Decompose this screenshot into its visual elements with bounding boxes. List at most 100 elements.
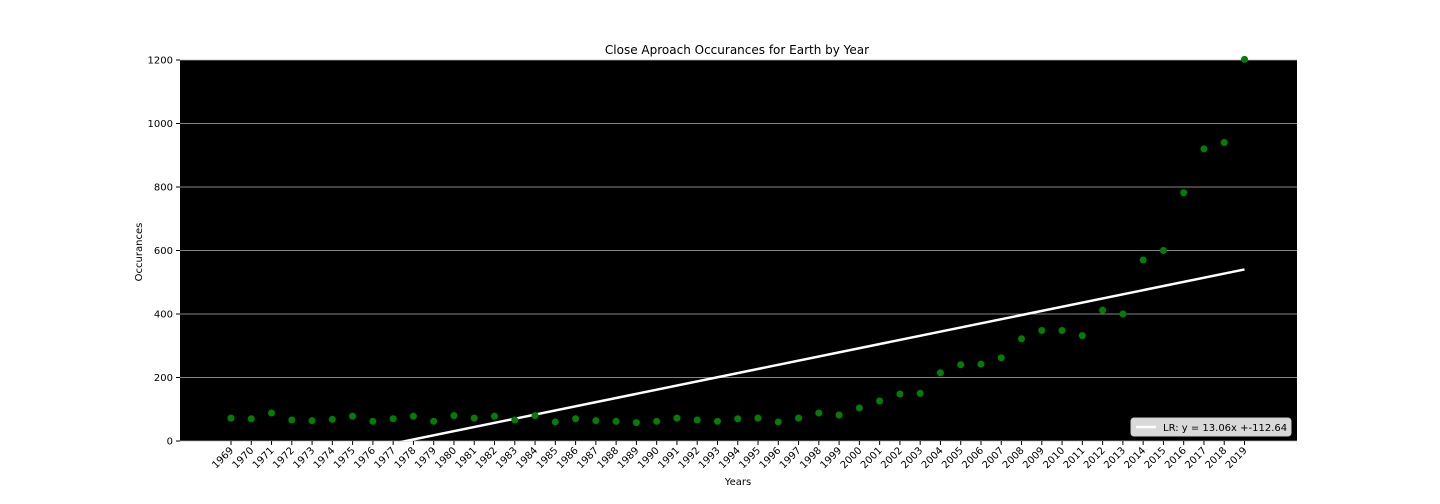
data-point [1099, 306, 1107, 314]
data-point [1220, 139, 1228, 147]
data-point [349, 412, 357, 420]
data-points [227, 55, 1248, 427]
x-tick-label: 1985 [535, 445, 561, 471]
x-tick-label: 2019 [1224, 445, 1250, 471]
x-tick-label: 2015 [1143, 445, 1169, 471]
x-tick-label: 1975 [332, 445, 358, 471]
data-point [328, 415, 336, 423]
data-point [268, 409, 276, 417]
data-point [734, 415, 742, 423]
x-tick-label: 1996 [758, 445, 784, 471]
x-axis-ticks: 1969197019711972197319741975197619771978… [210, 441, 1250, 471]
data-point [491, 412, 499, 420]
x-tick-label: 2002 [879, 445, 905, 471]
data-point [572, 415, 580, 423]
x-tick-label: 1981 [454, 445, 480, 471]
y-tick-label: 200 [154, 373, 173, 384]
x-axis-label: Years [724, 477, 751, 488]
x-tick-label: 2014 [1122, 445, 1148, 471]
data-point [531, 412, 539, 420]
x-tick-label: 2000 [839, 445, 865, 471]
x-tick-label: 1991 [656, 445, 682, 471]
data-point [592, 417, 600, 425]
data-point [774, 418, 782, 426]
data-point [835, 411, 843, 419]
x-tick-label: 1979 [413, 445, 439, 471]
x-tick-label: 1995 [737, 445, 763, 471]
y-tick-label: 1000 [148, 119, 173, 130]
x-tick-label: 1992 [677, 445, 703, 471]
x-tick-label: 1971 [251, 445, 277, 471]
data-point [957, 361, 965, 369]
x-tick-label: 2012 [1082, 445, 1108, 471]
x-tick-label: 1974 [312, 445, 338, 471]
x-tick-label: 1997 [778, 445, 804, 471]
data-point [855, 404, 863, 412]
x-tick-label: 2008 [1001, 445, 1027, 471]
x-tick-label: 1972 [271, 445, 297, 471]
x-tick-label: 1982 [474, 445, 500, 471]
data-point [1241, 55, 1248, 63]
data-point [1159, 247, 1167, 254]
data-point [470, 414, 478, 422]
data-point [1139, 256, 1147, 264]
legend: LR: y = 13.06x +-112.64 [1130, 417, 1292, 437]
x-tick-label: 2016 [1163, 445, 1189, 471]
data-point [430, 417, 438, 425]
y-tick-label: 400 [154, 310, 173, 321]
data-point [389, 415, 397, 423]
data-point [1038, 327, 1046, 335]
x-tick-label: 1998 [798, 445, 824, 471]
x-tick-label: 1987 [575, 445, 601, 471]
x-tick-label: 1984 [514, 445, 540, 471]
x-tick-label: 2003 [900, 445, 926, 471]
data-point [896, 390, 904, 398]
data-point [673, 414, 681, 422]
x-tick-label: 1973 [291, 445, 317, 471]
x-tick-label: 2013 [1102, 445, 1128, 471]
data-point [653, 417, 661, 425]
y-tick-label: 600 [154, 246, 173, 257]
x-tick-label: 2004 [920, 445, 946, 471]
data-point [1018, 335, 1026, 343]
data-point [308, 417, 316, 425]
data-point [551, 418, 559, 426]
y-axis-ticks: 0 200 400 600 800 1000 1200 [148, 56, 180, 448]
x-tick-label: 2007 [981, 445, 1007, 471]
x-tick-label: 1980 [433, 445, 459, 471]
data-point [713, 417, 721, 425]
data-point [511, 416, 519, 424]
x-tick-label: 1989 [616, 445, 642, 471]
data-point [1119, 310, 1127, 318]
x-tick-label: 1970 [231, 445, 257, 471]
regression-line [399, 268, 1245, 441]
data-point [612, 417, 620, 425]
x-tick-label: 2011 [1062, 445, 1088, 471]
data-point [1078, 332, 1086, 340]
x-tick-label: 1999 [818, 445, 844, 471]
x-tick-label: 1977 [373, 445, 399, 471]
data-point [1058, 327, 1066, 335]
x-tick-label: 1993 [697, 445, 723, 471]
data-point [795, 414, 803, 422]
chart-title: Close Aproach Occurances for Earth by Ye… [605, 43, 869, 57]
y-tick-label: 0 [167, 437, 173, 448]
x-tick-label: 1978 [393, 445, 419, 471]
data-point [754, 414, 762, 422]
x-tick-label: 2018 [1204, 445, 1230, 471]
data-point [997, 354, 1005, 362]
x-tick-label: 2006 [960, 445, 986, 471]
data-point [450, 412, 458, 420]
y-tick-label: 800 [154, 183, 173, 194]
data-point [876, 397, 884, 405]
data-point [1180, 189, 1188, 197]
data-point [916, 389, 924, 397]
data-point [1200, 145, 1208, 153]
regression-line-group [399, 268, 1245, 441]
data-point [936, 369, 944, 377]
data-point [409, 412, 417, 420]
x-tick-label: 2005 [940, 445, 966, 471]
y-tick-label: 1200 [148, 56, 173, 67]
x-tick-label: 1983 [494, 445, 520, 471]
